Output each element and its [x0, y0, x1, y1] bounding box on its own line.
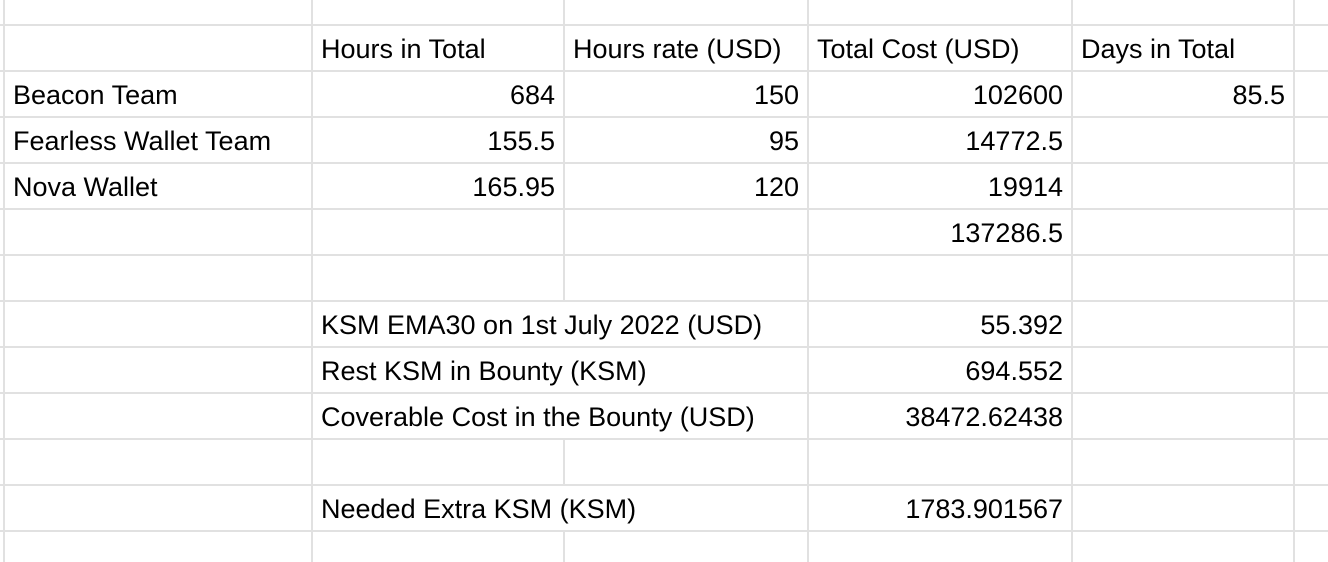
hours-cell[interactable]: 165.95	[472, 172, 555, 202]
grid-column-line	[311, 0, 313, 562]
rate-cell[interactable]: 120	[753, 172, 799, 202]
grid-row-line	[0, 162, 1328, 164]
grid-row-line	[0, 116, 1328, 118]
header-total-cost[interactable]: Total Cost (USD)	[817, 34, 1020, 64]
grid-row-line	[0, 70, 1328, 72]
grid-column-line	[3, 0, 5, 562]
needed-extra-ksm-value[interactable]: 1783.901567	[905, 494, 1063, 524]
rate-cell[interactable]: 150	[753, 80, 799, 110]
header-hours-total[interactable]: Hours in Total	[321, 34, 486, 64]
rest-ksm-value[interactable]: 694.552	[965, 356, 1063, 386]
cost-cell[interactable]: 102600	[972, 80, 1063, 110]
grid-row-line	[0, 392, 1328, 394]
rate-cell[interactable]: 95	[768, 126, 799, 156]
grid-row-line	[0, 300, 1328, 302]
ksm-ema30-label[interactable]: KSM EMA30 on 1st July 2022 (USD)	[313, 302, 807, 346]
header-days-total[interactable]: Days in Total	[1081, 34, 1236, 64]
hours-cell[interactable]: 155.5	[487, 126, 555, 156]
grid-column-line	[1071, 0, 1073, 562]
hours-cell[interactable]: 684	[509, 80, 555, 110]
grid-row-line	[0, 346, 1328, 348]
grid-row-line	[0, 24, 1328, 26]
cost-cell[interactable]: 14772.5	[965, 126, 1063, 156]
grid-column-line	[563, 0, 565, 562]
grid-row-line	[0, 484, 1328, 486]
days-cell[interactable]: 85.5	[1232, 80, 1285, 110]
rest-ksm-label[interactable]: Rest KSM in Bounty (KSM)	[313, 348, 807, 392]
grid-row-line	[0, 254, 1328, 256]
row-name-cell[interactable]: Nova Wallet	[13, 172, 158, 202]
grid-column-line	[1293, 0, 1295, 562]
total-cost-sum-cell[interactable]: 137286.5	[950, 218, 1063, 248]
grid-row-line	[0, 208, 1328, 210]
row-name-cell[interactable]: Beacon Team	[13, 80, 178, 110]
grid-row-line	[0, 530, 1328, 532]
header-hours-rate[interactable]: Hours rate (USD)	[573, 34, 782, 64]
cost-cell[interactable]: 19914	[987, 172, 1063, 202]
needed-extra-ksm-label[interactable]: Needed Extra KSM (KSM)	[313, 486, 807, 530]
ksm-ema30-value[interactable]: 55.392	[980, 310, 1063, 340]
coverable-cost-label[interactable]: Coverable Cost in the Bounty (USD)	[313, 394, 807, 438]
grid-column-line	[807, 0, 809, 562]
coverable-cost-value[interactable]: 38472.62438	[905, 402, 1063, 432]
row-name-cell[interactable]: Fearless Wallet Team	[13, 126, 272, 156]
grid-row-line	[0, 438, 1328, 440]
